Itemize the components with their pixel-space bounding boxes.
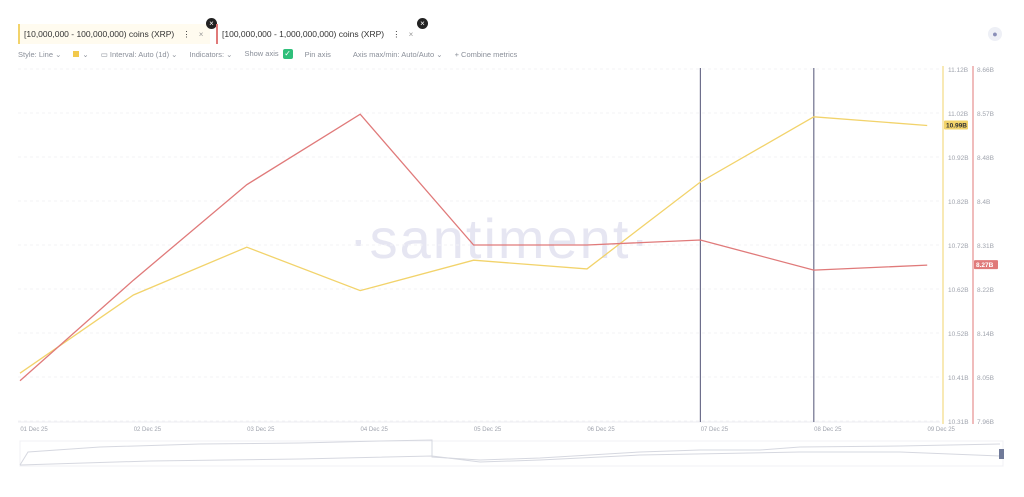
series-line — [19, 113, 928, 382]
last-value-label: 10.99B — [946, 122, 967, 129]
pin-axis-toggle[interactable]: Pin axis — [304, 49, 331, 59]
metric-tab-2[interactable]: [100,000,000 - 1,000,000,000) coins (XRP… — [216, 18, 428, 44]
settings-icon[interactable]: ● — [988, 27, 1002, 41]
axis-maxmin-dropdown[interactable]: Axis max/min: Auto/Auto ⌄ — [352, 49, 443, 59]
left-axis-tick: 10.62B — [948, 287, 969, 294]
remove-icon[interactable]: × — [198, 29, 204, 39]
x-axis-tick: 02 Dec 25 — [134, 427, 162, 433]
watermark: ·santiment· — [349, 207, 651, 270]
toolbar: Style: Line ⌄ ⌄ ▭ Interval: Auto (1d) ⌄ … — [18, 49, 517, 59]
left-axis-tick: 10.72B — [948, 243, 969, 250]
check-icon: ✓ — [282, 49, 293, 59]
tab-label: [10,000,000 - 100,000,000) coins (XRP) — [24, 29, 175, 39]
left-axis-tick: 10.52B — [948, 331, 969, 338]
series-line — [19, 116, 928, 374]
left-axis-tick: 11.12B — [948, 67, 968, 74]
right-axis-tick: 8.4B — [977, 199, 990, 206]
right-axis-tick: 8.14B — [977, 331, 994, 338]
right-axis-tick: 8.66B — [977, 67, 994, 74]
left-axis-tick: 11.02B — [948, 111, 968, 118]
color-dropdown[interactable]: ⌄ — [73, 50, 89, 59]
right-axis-tick: 8.48B — [977, 155, 994, 162]
left-axis-tick: 10.31B — [948, 419, 969, 426]
left-axis-tick: 10.92B — [948, 155, 969, 162]
indicators-dropdown[interactable]: Indicators: ⌄ — [189, 49, 233, 59]
tab-color-bar — [216, 24, 218, 44]
combine-metrics-button[interactable]: + Combine metrics — [454, 49, 518, 59]
left-axis-tick: 10.41B — [948, 375, 969, 382]
right-axis-tick: 8.31B — [977, 243, 994, 250]
navigator-line — [19, 451, 1001, 466]
x-axis-tick: 07 Dec 25 — [701, 427, 729, 433]
metric-tab-1[interactable]: [10,000,000 - 100,000,000) coins (XRP) ⋮… — [18, 18, 217, 44]
x-axis-tick: 03 Dec 25 — [247, 427, 275, 433]
tab-label: [100,000,000 - 1,000,000,000) coins (XRP… — [222, 29, 385, 39]
x-axis-tick: 08 Dec 25 — [814, 427, 842, 433]
more-icon[interactable]: ⋮ — [182, 28, 191, 39]
right-axis-tick: 8.22B — [977, 287, 994, 294]
last-value-badge — [974, 260, 998, 270]
x-axis-tick: 09 Dec 25 — [928, 427, 956, 433]
last-value-label: 8.27B — [976, 262, 994, 269]
style-dropdown[interactable]: Style: Line ⌄ — [18, 49, 62, 59]
navigator-handle[interactable] — [999, 449, 1004, 459]
x-axis-tick: 06 Dec 25 — [587, 427, 615, 433]
interval-dropdown[interactable]: ▭ Interval: Auto (1d) ⌄ — [100, 49, 178, 59]
close-icon[interactable]: × — [206, 18, 217, 29]
color-swatch-icon — [73, 50, 80, 57]
right-axis-tick: 8.57B — [977, 111, 994, 118]
tab-color-bar — [18, 24, 20, 44]
last-value-badge — [944, 120, 968, 130]
more-icon[interactable]: ⋮ — [392, 28, 401, 39]
remove-icon[interactable]: × — [408, 29, 414, 39]
show-axis-toggle[interactable]: Show axis ✓ — [244, 49, 293, 59]
x-axis-tick: 05 Dec 25 — [474, 427, 502, 433]
left-axis-tick: 10.82B — [948, 199, 969, 206]
x-axis-tick: 04 Dec 25 — [361, 427, 389, 433]
right-axis-tick: 8.05B — [977, 375, 994, 382]
right-axis-tick: 7.96B — [977, 419, 994, 426]
close-icon[interactable]: × — [417, 18, 428, 29]
x-axis-tick: 01 Dec 25 — [20, 427, 48, 433]
